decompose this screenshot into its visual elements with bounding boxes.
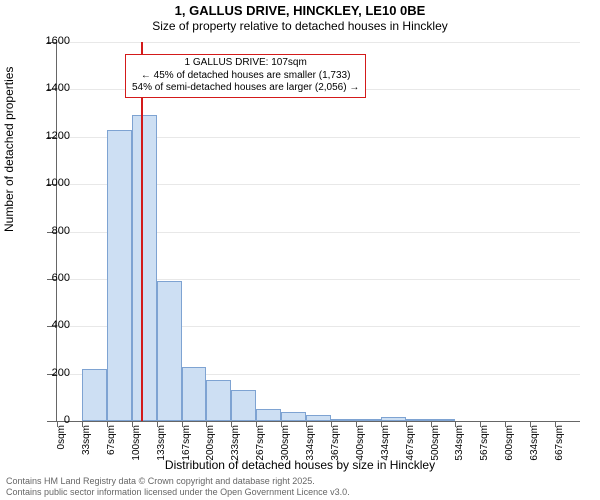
x-tick-label: 67sqm [106,425,117,465]
histogram-bar [356,419,381,421]
histogram-bar [82,369,107,421]
chart-container: 1, GALLUS DRIVE, HINCKLEY, LE10 0BE Size… [0,0,600,500]
x-tick-label: 567sqm [479,425,490,465]
x-tick-label: 667sqm [554,425,565,465]
x-tick-label: 634sqm [529,425,540,465]
y-tick-label: 1200 [30,130,70,142]
x-tick-label: 0sqm [56,425,67,465]
x-tick-label: 300sqm [280,425,291,465]
x-tick-label: 534sqm [454,425,465,465]
annotation-line: ← 45% of detached houses are smaller (1,… [132,70,359,83]
x-tick-label: 400sqm [355,425,366,465]
property-marker-line [141,42,143,421]
y-axis-title: Number of detached properties [2,67,16,232]
x-tick-label: 267sqm [255,425,266,465]
x-tick-label: 334sqm [305,425,316,465]
x-tick-label: 467sqm [405,425,416,465]
y-tick-label: 1000 [30,177,70,189]
x-tick-label: 600sqm [504,425,515,465]
annotation-line: 54% of semi-detached houses are larger (… [132,82,359,95]
y-tick-label: 1600 [30,35,70,47]
annotation-line: 1 GALLUS DRIVE: 107sqm [132,57,359,70]
histogram-bar [132,115,157,421]
x-tick-label: 233sqm [230,425,241,465]
histogram-bar [306,415,331,421]
chart-title-main: 1, GALLUS DRIVE, HINCKLEY, LE10 0BE [0,3,600,18]
y-tick-label: 200 [30,367,70,379]
footer-attribution: Contains HM Land Registry data © Crown c… [6,476,350,498]
x-tick-label: 100sqm [131,425,142,465]
y-tick-label: 600 [30,272,70,284]
chart-title-sub: Size of property relative to detached ho… [0,19,600,33]
plot-area: 1 GALLUS DRIVE: 107sqm← 45% of detached … [56,42,580,422]
histogram-bar [107,130,132,421]
x-tick-label: 434sqm [380,425,391,465]
histogram-bar [331,419,356,421]
histogram-bar [431,419,456,421]
annotation-box: 1 GALLUS DRIVE: 107sqm← 45% of detached … [125,54,366,98]
x-tick-label: 200sqm [205,425,216,465]
histogram-bar [256,409,281,421]
histogram-bar [281,412,306,421]
x-tick-label: 33sqm [81,425,92,465]
histogram-bar [206,380,231,421]
y-tick-label: 1400 [30,82,70,94]
y-tick-label: 400 [30,319,70,331]
footer-line-1: Contains HM Land Registry data © Crown c… [6,476,350,487]
histogram-bar [182,367,207,421]
histogram-bar [157,281,182,421]
histogram-bar [381,417,406,421]
footer-line-2: Contains public sector information licen… [6,487,350,498]
histogram-bar [406,419,431,421]
histogram-bar [231,390,256,421]
y-tick-label: 800 [30,225,70,237]
x-tick-label: 500sqm [430,425,441,465]
x-tick-label: 367sqm [330,425,341,465]
x-tick-label: 133sqm [156,425,167,465]
gridline [57,42,580,43]
x-tick-label: 167sqm [181,425,192,465]
